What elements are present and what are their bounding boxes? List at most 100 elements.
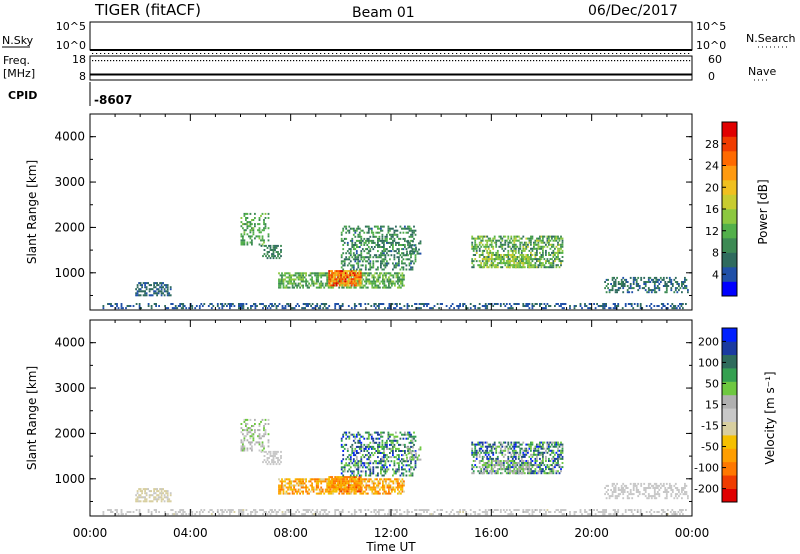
- echo-cell: [346, 447, 349, 450]
- echo-cell: [674, 287, 677, 290]
- echo-cell: [605, 509, 607, 511]
- echo-cell: [390, 450, 393, 452]
- echo-cell: [360, 460, 363, 463]
- echo-cell: [318, 478, 321, 481]
- echo-cell: [382, 480, 384, 483]
- nave-point: [605, 60, 607, 62]
- echo-cell: [369, 445, 372, 448]
- echo-cell: [203, 509, 206, 511]
- echo-cell: [129, 511, 132, 513]
- echo-cell: [281, 276, 283, 279]
- echo-cell: [321, 282, 324, 285]
- nave-point: [179, 60, 181, 62]
- echo-cell: [369, 239, 372, 242]
- nave-point: [122, 60, 124, 62]
- echo-cell: [393, 443, 396, 446]
- echo-cell: [317, 307, 320, 310]
- nsearch-point: [336, 53, 338, 54]
- echo-cell: [198, 305, 201, 307]
- echo-cell: [293, 488, 295, 491]
- echo-cell: [135, 498, 137, 501]
- echo-cell: [383, 250, 385, 253]
- echo-cell: [393, 264, 396, 267]
- echo-cell: [495, 256, 498, 258]
- echo-cell: [254, 307, 257, 310]
- echo-cell: [328, 274, 331, 277]
- echo-cell: [474, 243, 477, 246]
- echo-cell: [551, 262, 553, 265]
- echo-cell: [487, 237, 490, 240]
- echo-cell: [248, 225, 250, 228]
- echo-cell: [558, 243, 561, 246]
- echo-cell: [359, 272, 362, 275]
- echo-cell: [555, 251, 558, 254]
- echo-cell: [514, 247, 517, 250]
- echo-cell: [416, 250, 419, 253]
- echo-cell: [389, 439, 391, 442]
- echo-cell: [513, 249, 516, 252]
- echo-cell: [542, 254, 544, 256]
- echo-cell: [377, 231, 379, 234]
- echo-cell: [530, 258, 532, 261]
- echo-cell: [165, 496, 168, 499]
- echo-cell: [259, 509, 261, 511]
- echo-cell: [400, 480, 402, 483]
- echo-cell: [421, 509, 424, 511]
- echo-cell: [263, 219, 265, 221]
- echo-cell: [136, 500, 139, 503]
- echo-cell: [517, 239, 520, 242]
- echo-cell: [629, 285, 632, 287]
- echo-cell: [254, 423, 256, 425]
- echo-cell: [519, 258, 522, 261]
- echo-cell: [543, 245, 546, 248]
- echo-cell: [398, 264, 400, 267]
- echo-cell: [390, 456, 393, 459]
- echo-cell: [404, 450, 406, 452]
- echo-cell: [540, 239, 543, 242]
- echo-cell: [552, 239, 555, 242]
- echo-cell: [418, 454, 420, 457]
- echo-cell: [369, 433, 372, 436]
- echo-cell: [388, 282, 390, 285]
- echo-cell: [386, 478, 389, 481]
- echo-cell: [549, 511, 552, 513]
- echo-cell: [306, 486, 309, 489]
- echo-cell: [501, 245, 504, 248]
- echo-cell: [525, 262, 528, 265]
- echo-cell: [355, 268, 358, 271]
- echo-cell: [539, 251, 541, 254]
- echo-cell: [380, 227, 382, 230]
- echo-cell: [328, 480, 331, 483]
- echo-cell: [671, 285, 674, 287]
- echo-cell: [569, 305, 571, 307]
- echo-cell: [324, 480, 327, 483]
- echo-cell: [343, 466, 346, 469]
- echo-cell: [414, 435, 417, 438]
- echo-cell: [507, 260, 510, 263]
- echo-cell: [395, 470, 397, 473]
- echo-cell: [381, 447, 384, 450]
- echo-cell: [475, 443, 478, 446]
- echo-cell: [546, 303, 549, 305]
- echo-cell: [510, 305, 513, 307]
- echo-cell: [347, 511, 350, 513]
- echo-cell: [408, 264, 411, 267]
- echo-cell: [159, 492, 161, 495]
- echo-cell: [333, 490, 336, 493]
- echo-cell: [272, 249, 275, 251]
- echo-cell: [348, 431, 351, 434]
- echo-cell: [367, 229, 370, 232]
- echo-cell: [636, 305, 639, 307]
- nsearch-point: [396, 53, 398, 54]
- echo-cell: [401, 488, 404, 491]
- echo-cell: [393, 464, 396, 467]
- echo-cell: [368, 278, 371, 281]
- echo-cell: [249, 212, 252, 215]
- echo-cell: [388, 280, 390, 283]
- echo-cell: [154, 492, 157, 495]
- echo-cell: [495, 303, 498, 305]
- echo-cell: [166, 492, 169, 495]
- echo-cell: [369, 280, 372, 283]
- echo-cell: [266, 452, 269, 455]
- echo-cell: [311, 303, 314, 305]
